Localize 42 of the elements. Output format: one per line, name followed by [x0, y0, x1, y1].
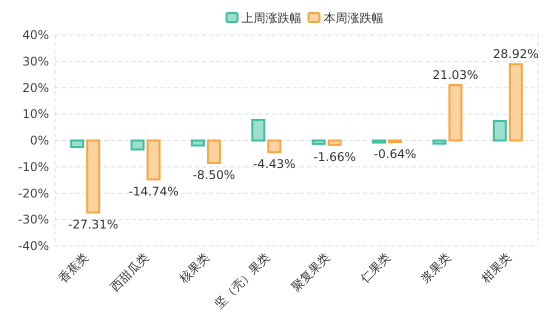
bar: [130, 140, 145, 150]
bar: [492, 120, 507, 142]
y-tick-label: 0%: [30, 134, 49, 148]
y-tick-label: -40%: [18, 239, 49, 253]
x-tick-label: 柑果类: [478, 250, 514, 286]
data-label: 28.92%: [492, 47, 539, 62]
bar: [267, 140, 282, 154]
bar: [86, 140, 100, 214]
x-tick-label: 香蕉类: [56, 250, 92, 286]
y-tick-label: 20%: [22, 80, 49, 95]
bar: [146, 140, 161, 180]
y-tick-label: 10%: [22, 107, 49, 122]
x-tick-label: 坚（壳）果类: [212, 250, 272, 312]
bar: [70, 140, 84, 148]
y-tick-label: -20%: [18, 186, 49, 200]
x-tick-label: 仁果类: [357, 250, 394, 286]
x-tick-label: 聚复果类: [288, 250, 333, 294]
bar: [372, 140, 386, 144]
data-label: -1.66%: [313, 150, 356, 164]
y-tick-label: -10%: [18, 160, 49, 174]
bar: [190, 140, 205, 147]
data-label: -8.50%: [192, 168, 236, 182]
bar: [251, 118, 266, 142]
data-label: -27.31%: [68, 218, 118, 232]
bar: [432, 140, 446, 145]
bar: [206, 140, 221, 164]
bar: [508, 63, 523, 142]
x-tick-label: 核果类: [176, 250, 212, 286]
x-tick-label: 西甜瓜类: [108, 250, 152, 294]
x-tick-label: 浆果类: [418, 250, 454, 286]
data-label: -0.64%: [374, 147, 416, 162]
y-tick-label: -30%: [18, 212, 49, 227]
data-label: 21.03%: [432, 68, 478, 82]
data-label: -14.74%: [128, 184, 179, 198]
y-tick-label: 40%: [22, 28, 49, 42]
bar: [448, 84, 462, 142]
legend-label: 上周涨跌幅: [242, 11, 302, 25]
bar: [328, 140, 342, 146]
legend-label: 本周涨跌幅: [324, 11, 384, 25]
data-label: -4.43%: [253, 157, 296, 172]
y-tick-label: 30%: [22, 54, 49, 68]
bar: [312, 140, 326, 145]
